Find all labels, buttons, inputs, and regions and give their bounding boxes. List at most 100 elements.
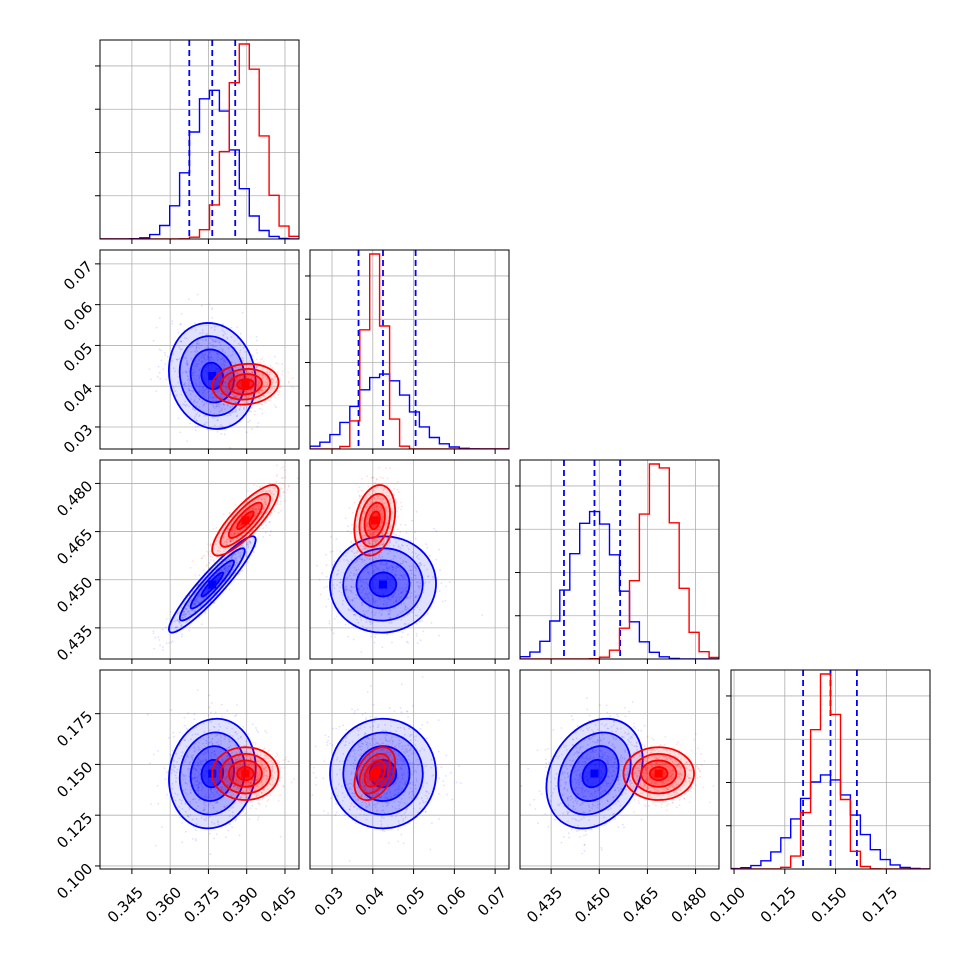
sample-point	[242, 360, 245, 363]
sample-point	[348, 507, 351, 509]
sample-point	[368, 539, 371, 542]
sample-point	[321, 572, 323, 575]
sample-point	[198, 369, 200, 372]
sample-point	[190, 754, 193, 757]
sample-point	[411, 519, 413, 522]
sample-point	[193, 713, 196, 716]
sample-point	[339, 581, 342, 584]
sample-point	[373, 508, 375, 511]
sample-point	[188, 618, 191, 621]
sample-point	[214, 733, 217, 735]
sample-point	[280, 487, 283, 490]
sample-point	[279, 482, 281, 484]
sample-point	[357, 558, 360, 561]
sample-point	[237, 555, 240, 558]
sample-point	[379, 557, 382, 560]
sample-point	[188, 775, 190, 778]
sample-point	[236, 372, 239, 375]
sample-point	[287, 380, 290, 383]
sample-point	[445, 585, 447, 588]
sample-point	[440, 582, 443, 585]
sample-point	[209, 550, 212, 552]
sample-point	[251, 529, 254, 532]
sample-point	[223, 330, 226, 333]
sample-point	[399, 557, 402, 560]
sample-point	[394, 499, 397, 502]
sample-point	[402, 560, 405, 562]
sample-point	[258, 382, 261, 385]
sample-point	[257, 508, 260, 511]
sample-point	[401, 505, 403, 508]
sample-point	[224, 836, 227, 839]
sample-point	[221, 384, 224, 387]
sample-point	[360, 619, 363, 621]
sample-point	[369, 539, 371, 542]
sample-point	[203, 554, 206, 557]
sample-point	[236, 378, 238, 381]
sample-point	[361, 571, 364, 574]
sample-point	[373, 508, 376, 511]
sample-point	[180, 313, 183, 315]
sample-point	[236, 415, 239, 417]
sample-point	[371, 529, 373, 532]
sample-point	[414, 566, 417, 569]
sample-point	[195, 382, 197, 385]
sample-point	[207, 743, 209, 745]
sample-point	[370, 549, 372, 552]
sample-point	[329, 551, 332, 553]
sample-point	[207, 388, 210, 390]
sample-point	[217, 378, 220, 381]
sample-point	[188, 370, 190, 373]
sample-point	[229, 539, 232, 542]
sample-point	[256, 504, 258, 507]
sample-point	[220, 393, 223, 395]
sample-point	[183, 716, 186, 719]
sample-point	[363, 612, 366, 615]
sample-point	[232, 538, 235, 541]
sample-point	[369, 542, 371, 545]
sample-point	[290, 386, 293, 388]
sample-point	[233, 380, 236, 383]
sample-point	[373, 496, 376, 499]
sample-point	[270, 378, 273, 381]
sample-point	[362, 545, 365, 548]
sample-point	[199, 768, 202, 771]
sample-point	[392, 557, 395, 560]
sample-point	[233, 340, 236, 342]
sample-point	[209, 402, 212, 405]
sample-point	[261, 368, 264, 371]
sample-point	[212, 807, 215, 810]
sample-point	[258, 373, 261, 376]
sample-point	[195, 347, 198, 349]
sample-point	[219, 547, 222, 550]
sample-point	[251, 508, 254, 511]
sample-point	[366, 529, 368, 531]
sample-point	[197, 757, 200, 760]
sample-point	[235, 522, 238, 525]
sample-point	[222, 760, 225, 763]
sample-point	[381, 523, 383, 525]
sample-point	[236, 394, 239, 397]
sample-point	[229, 564, 232, 567]
sample-point	[180, 348, 183, 351]
sample-point	[261, 403, 263, 406]
sample-point	[183, 739, 186, 741]
sample-point	[381, 501, 384, 504]
sample-point	[381, 531, 384, 534]
sample-point	[252, 378, 255, 381]
sample-point	[381, 569, 384, 571]
sample-point	[206, 812, 209, 814]
sample-point	[358, 486, 361, 489]
sample-point	[371, 622, 373, 624]
sample-point	[186, 364, 189, 366]
sample-point	[370, 533, 372, 535]
sample-point	[386, 597, 389, 600]
sample-point	[229, 384, 232, 387]
sample-point	[385, 567, 388, 570]
sample-point	[204, 808, 206, 811]
sample-point	[393, 487, 396, 490]
sample-point	[357, 490, 360, 493]
sample-point	[399, 587, 401, 590]
sample-point	[373, 641, 376, 644]
sample-point	[378, 555, 380, 558]
